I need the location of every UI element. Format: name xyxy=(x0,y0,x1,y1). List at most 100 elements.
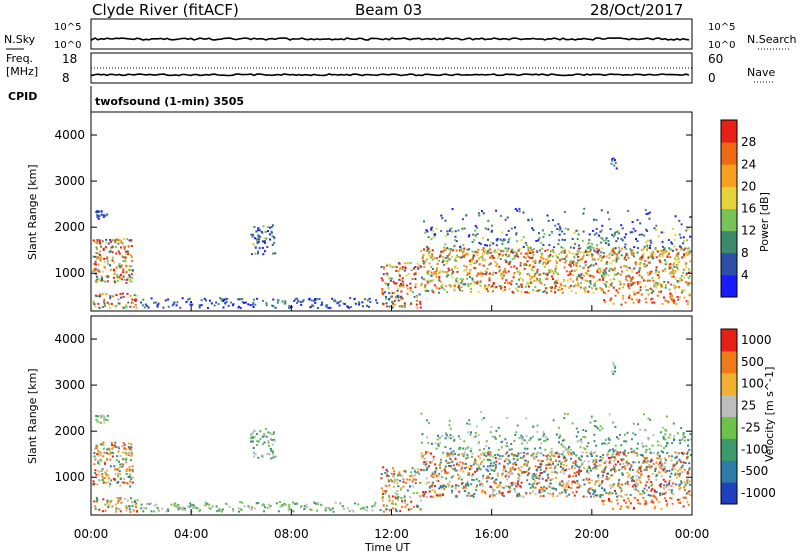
data-cell xyxy=(675,248,678,251)
data-cell xyxy=(618,280,621,283)
data-cell xyxy=(430,238,433,241)
data-cell xyxy=(653,489,656,492)
data-cell xyxy=(293,300,296,302)
data-cell xyxy=(520,286,523,289)
data-cell xyxy=(676,263,679,266)
data-cell xyxy=(516,209,519,212)
data-cell xyxy=(501,492,504,495)
data-cell xyxy=(135,306,138,309)
data-cell xyxy=(257,227,260,230)
data-cell xyxy=(487,453,490,456)
data-cell xyxy=(507,253,510,256)
data-cell xyxy=(429,461,432,464)
data-cell xyxy=(455,240,458,243)
data-cell xyxy=(525,264,528,266)
data-cell xyxy=(127,252,129,255)
data-cell xyxy=(467,484,470,487)
data-cell xyxy=(469,433,472,436)
data-cell xyxy=(612,373,615,375)
data-cell xyxy=(668,436,671,439)
data-cell xyxy=(539,289,541,292)
data-cell xyxy=(481,237,484,240)
data-cell xyxy=(438,494,441,497)
data-cell xyxy=(457,453,460,456)
data-cell xyxy=(657,235,660,238)
data-cell xyxy=(395,510,398,513)
data-cell xyxy=(277,510,280,513)
data-cell xyxy=(631,270,634,273)
data-cell xyxy=(113,444,116,447)
data-cell xyxy=(412,291,414,293)
data-cell xyxy=(686,239,689,242)
data-cell xyxy=(117,502,120,505)
data-cell xyxy=(688,251,691,254)
data-cell xyxy=(243,505,246,508)
data-cell xyxy=(244,301,247,304)
data-cell xyxy=(614,444,617,447)
data-cell xyxy=(617,460,619,463)
data-cell xyxy=(670,298,673,300)
data-cell xyxy=(612,483,615,486)
data-cell xyxy=(558,239,561,242)
data-cell xyxy=(570,452,573,455)
data-cell xyxy=(438,279,441,282)
data-cell xyxy=(424,469,426,472)
data-cell xyxy=(595,218,598,221)
data-cell xyxy=(435,285,437,288)
data-cell xyxy=(647,212,650,215)
data-cell xyxy=(509,467,512,470)
data-cell xyxy=(643,263,646,265)
data-cell xyxy=(334,501,337,504)
data-cell xyxy=(92,480,95,483)
data-cell xyxy=(538,232,540,235)
data-cell xyxy=(480,411,483,414)
data-cell xyxy=(460,256,463,259)
data-cell xyxy=(569,284,572,287)
data-cell xyxy=(601,487,603,490)
nsky-tick-bottom: 10^0 xyxy=(54,40,81,51)
data-cell xyxy=(498,434,501,437)
data-cell xyxy=(102,247,105,250)
data-cell xyxy=(475,274,478,277)
data-cell xyxy=(622,458,625,461)
data-cell xyxy=(105,241,108,244)
data-cell xyxy=(96,257,99,260)
data-cell xyxy=(481,489,484,492)
data-cell xyxy=(469,276,471,279)
data-cell xyxy=(487,290,489,293)
data-cell xyxy=(507,282,510,285)
data-cell xyxy=(495,251,498,254)
data-cell xyxy=(459,438,462,441)
data-cell xyxy=(629,248,632,251)
data-cell xyxy=(572,260,575,263)
data-cell xyxy=(425,451,428,454)
data-cell xyxy=(430,275,433,277)
data-cell xyxy=(625,505,628,508)
data-cell xyxy=(94,269,97,272)
data-cell xyxy=(479,263,482,266)
data-cell xyxy=(459,278,462,281)
data-cell xyxy=(582,256,585,258)
data-cell xyxy=(510,482,513,484)
data-cell xyxy=(104,471,107,474)
data-cell xyxy=(525,285,527,288)
data-cell xyxy=(504,475,507,478)
data-cell xyxy=(128,469,131,472)
data-cell xyxy=(553,282,556,285)
data-cell xyxy=(476,467,479,470)
data-cell xyxy=(238,510,240,513)
data-cell xyxy=(613,252,616,255)
data-cell xyxy=(505,442,508,445)
data-cell xyxy=(477,212,480,215)
data-cell xyxy=(591,489,594,492)
data-cell xyxy=(513,256,516,259)
data-cell xyxy=(490,485,493,488)
data-cell xyxy=(565,486,568,489)
data-cell xyxy=(603,299,606,302)
data-cell xyxy=(454,235,457,238)
data-cell xyxy=(470,465,473,468)
data-cell xyxy=(545,291,548,294)
data-cell xyxy=(607,240,610,242)
data-cell xyxy=(668,265,671,268)
data-cell xyxy=(458,448,461,451)
